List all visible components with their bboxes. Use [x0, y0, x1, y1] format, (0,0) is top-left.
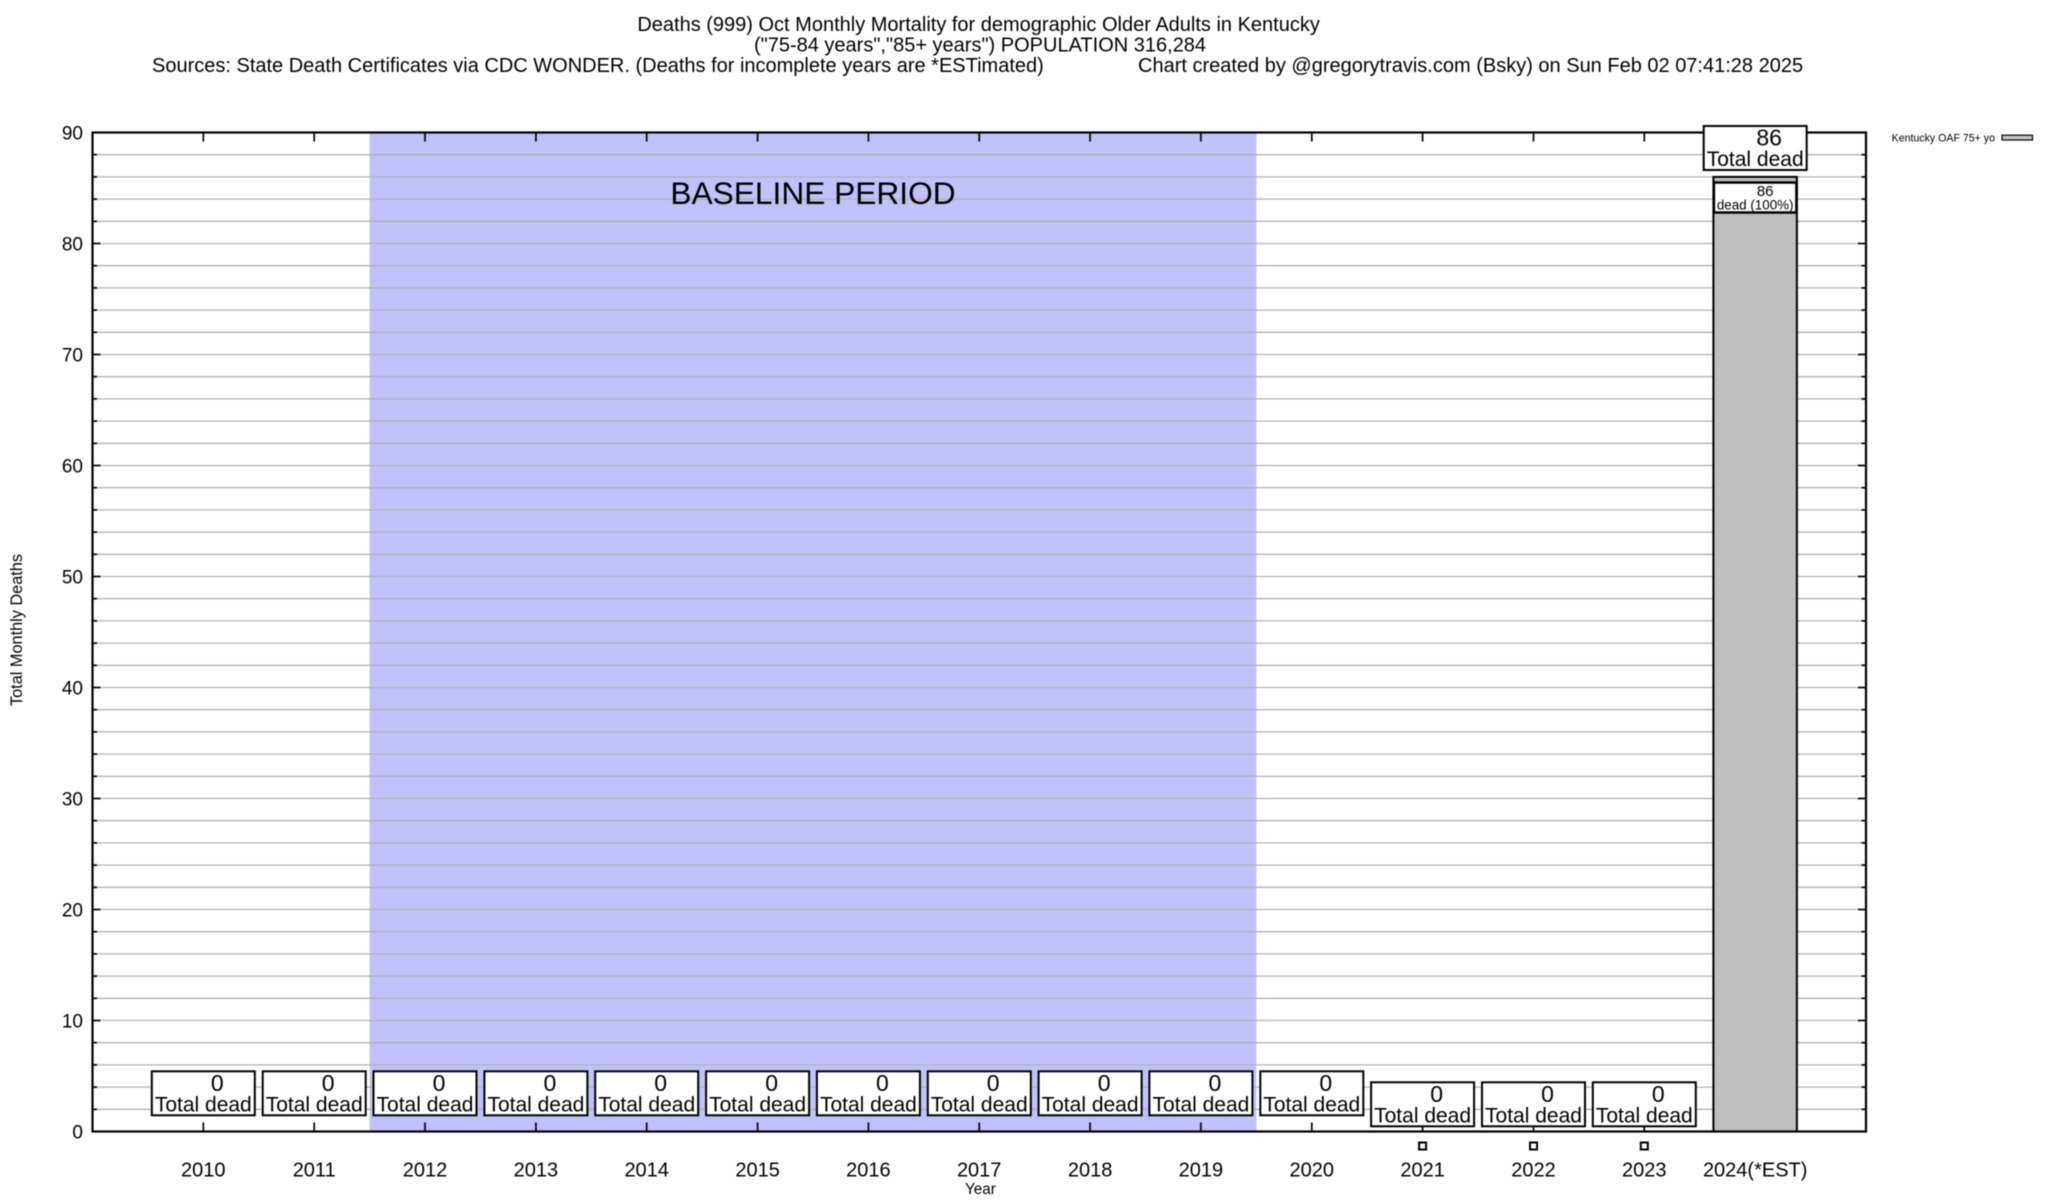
svg-text:Total dead: Total dead	[709, 1094, 806, 1117]
svg-text:0: 0	[1541, 1081, 1554, 1107]
svg-text:Total dead: Total dead	[1263, 1094, 1360, 1117]
svg-text:Total dead: Total dead	[820, 1094, 917, 1117]
svg-text:Sources: State Death Certifica: Sources: State Death Certificates via CD…	[152, 55, 1044, 77]
svg-text:2023: 2023	[1622, 1160, 1667, 1182]
svg-text:2022: 2022	[1511, 1160, 1556, 1182]
svg-text:0: 0	[211, 1070, 224, 1096]
svg-text:2019: 2019	[1179, 1160, 1224, 1182]
svg-text:70: 70	[62, 345, 83, 366]
svg-text:2018: 2018	[1068, 1160, 1113, 1182]
svg-text:2020: 2020	[1290, 1160, 1335, 1182]
svg-text:BASELINE PERIOD: BASELINE PERIOD	[670, 175, 955, 211]
svg-text:2011: 2011	[293, 1160, 336, 1182]
svg-text:0: 0	[433, 1070, 446, 1096]
svg-text:0: 0	[1430, 1081, 1443, 1107]
svg-text:Total dead: Total dead	[487, 1094, 584, 1117]
svg-text:86: 86	[1756, 125, 1782, 151]
svg-text:0: 0	[1319, 1070, 1332, 1096]
svg-text:2024(*EST): 2024(*EST)	[1703, 1160, 1808, 1182]
svg-text:0: 0	[765, 1070, 778, 1096]
svg-text:50: 50	[62, 567, 83, 588]
svg-text:Year: Year	[965, 1181, 996, 1198]
svg-text:Total dead: Total dead	[1596, 1105, 1693, 1128]
svg-text:0: 0	[322, 1070, 335, 1096]
svg-text:80: 80	[62, 234, 83, 255]
svg-text:Total dead: Total dead	[377, 1094, 474, 1117]
svg-text:0: 0	[1098, 1070, 1111, 1096]
svg-text:40: 40	[62, 678, 83, 699]
svg-text:0: 0	[1652, 1081, 1665, 1107]
svg-text:2013: 2013	[514, 1160, 559, 1182]
svg-text:Total dead: Total dead	[1707, 148, 1804, 171]
svg-text:2017: 2017	[957, 1160, 1002, 1182]
svg-text:Total dead: Total dead	[1374, 1105, 1471, 1128]
svg-text:2015: 2015	[735, 1160, 780, 1182]
svg-text:Kentucky OAF 75+ yo: Kentucky OAF 75+ yo	[1892, 133, 1995, 145]
svg-text:dead (100%): dead (100%)	[1717, 198, 1794, 213]
svg-text:2021: 2021	[1400, 1160, 1445, 1182]
svg-text:Total dead: Total dead	[1152, 1094, 1249, 1117]
svg-text:2010: 2010	[181, 1160, 226, 1182]
svg-text:Total dead: Total dead	[155, 1094, 252, 1117]
svg-text:Total dead: Total dead	[598, 1094, 695, 1117]
svg-text:Total Monthly Deaths: Total Monthly Deaths	[8, 554, 26, 706]
svg-text:0: 0	[544, 1070, 557, 1096]
svg-text:0: 0	[72, 1122, 83, 1143]
svg-text:Chart created by @gregorytravi: Chart created by @gregorytravis.com (Bsk…	[1138, 55, 1803, 77]
svg-text:Total dead: Total dead	[931, 1094, 1028, 1117]
svg-text:Total dead: Total dead	[1042, 1094, 1139, 1117]
svg-text:86: 86	[1757, 183, 1774, 200]
svg-text:Total dead: Total dead	[1485, 1105, 1582, 1128]
svg-text:0: 0	[987, 1070, 1000, 1096]
svg-text:2014: 2014	[624, 1160, 669, 1182]
svg-text:10: 10	[62, 1011, 83, 1032]
svg-text:0: 0	[654, 1070, 667, 1096]
svg-text:Deaths (999) Oct Monthly Morta: Deaths (999) Oct Monthly Mortality for d…	[637, 14, 1320, 36]
svg-text:Total dead: Total dead	[266, 1094, 363, 1117]
svg-text:0: 0	[1209, 1070, 1222, 1096]
svg-text:("75-84 years","85+ years") PO: ("75-84 years","85+ years") POPULATION 3…	[754, 35, 1206, 57]
svg-text:90: 90	[62, 123, 83, 144]
svg-text:2016: 2016	[846, 1160, 891, 1182]
svg-text:0: 0	[876, 1070, 889, 1096]
svg-text:60: 60	[62, 456, 83, 477]
svg-text:20: 20	[62, 900, 83, 921]
svg-text:2012: 2012	[403, 1160, 448, 1182]
svg-text:30: 30	[62, 789, 83, 810]
